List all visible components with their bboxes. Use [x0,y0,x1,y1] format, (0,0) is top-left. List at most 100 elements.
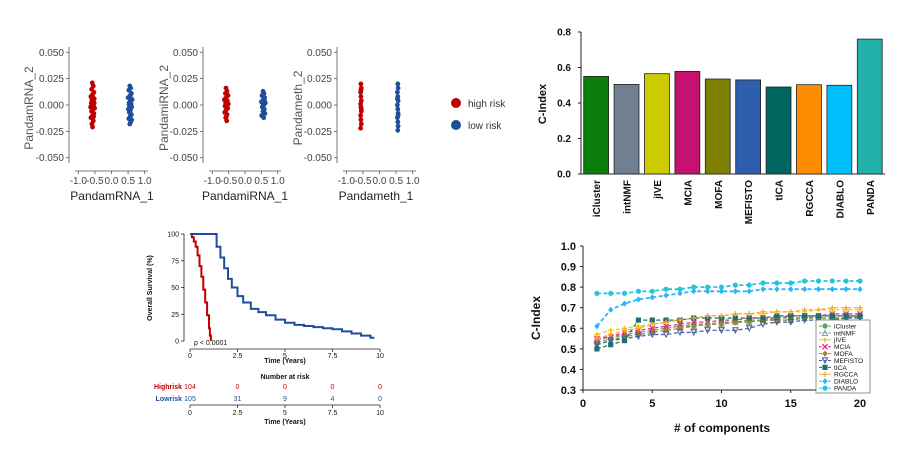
series-point-panda [732,282,739,288]
risk-count: 104 [184,384,196,391]
risk-table-tick-label: 0 [188,410,192,417]
scatter-point [225,101,231,107]
scatter-point [223,114,229,119]
scatter-point [358,117,364,123]
series-point-tica [760,315,766,321]
y-tick-label: 0.0 [557,170,571,181]
series-point-panda [718,284,725,290]
risk-count: 0 [378,396,382,403]
series-point-mofa [788,317,794,324]
series-point-rgcca [705,313,711,319]
scatter-point [395,81,401,87]
series-point-diablo [621,300,628,307]
series-line-panda [596,280,860,295]
scatter-point [395,119,401,125]
series-point-panda [677,286,683,292]
legend-marker-low-risk [451,120,461,130]
y-tick-label: 0.6 [557,63,571,74]
scatter-point [358,106,364,112]
series-point-panda [815,278,822,284]
series-point-rgcca [691,315,697,321]
series-point-diablo [788,286,794,293]
series-point-diablo [732,288,738,295]
scatter-point [90,95,96,100]
kaplan-meier-chart: Overall Survival (%) Time (Years) p < 0.… [147,232,384,427]
series-point-mofa [732,319,738,326]
y-tick-label: 0.000 [39,101,64,112]
y-tick-label: 0.025 [39,74,64,85]
scatter-point [91,114,96,119]
y-tick-label: 0.050 [173,48,198,59]
scatter-panel-pandamrna: PandamRNA_2 PandamRNA_1 -1.0 -0.5 0.0 0.5 1.… [22,47,154,203]
series-point-mcia [649,325,656,332]
legend-label-icluster: iCluster [834,323,857,330]
series-point-diablo [760,286,766,293]
x-tick-label: 7.5 [328,353,338,360]
risk-table-tick-label: 7.5 [328,410,338,417]
bar-mefisto [735,79,762,175]
x-tick-label: RGCCA [805,180,816,217]
legend-marker-jive [822,337,828,343]
series-point-panda [802,278,808,284]
scatter-point [358,87,364,93]
scatter-point [395,89,400,95]
series-point-rgcca [857,305,863,311]
risk-table-title: Number at risk [260,374,309,381]
x-tick-label: MOFA [714,180,725,209]
y-tick-label: 75 [171,258,179,265]
legend-marker-tica [822,364,828,370]
scatter-point [395,102,400,108]
series-point-mefisto [607,337,615,345]
legend-label-mofa: MOFA [834,351,853,358]
series-point-mofa [691,323,697,330]
x-tick-label: 0.0 [105,176,119,187]
x-tick-label: DIABLO [835,180,846,219]
series-point-rgcca [608,331,614,338]
series-point-panda [621,290,628,296]
series-point-rgcca [802,307,808,313]
y-tick-label: 0.8 [557,28,571,39]
series-point-tica [829,313,835,319]
series-point-mefisto [634,333,642,341]
series-point-panda [843,278,849,284]
series-point-diablo [677,290,683,297]
y-tick-label: 100 [167,232,179,239]
x-tick-label: 1.0 [138,176,152,187]
series-point-mefisto [759,321,767,328]
bar-jive [644,73,670,175]
scatter-point [127,121,133,127]
risk-table-tick-label: 5 [283,410,287,417]
legend-label-mefisto: MEFISTO [834,358,863,365]
series-point-tica [746,315,752,321]
series-point-rgcca [677,317,683,323]
bar-tica [765,86,792,175]
series-point-panda [829,278,835,284]
series-point-rgcca [718,313,725,319]
scatter-point [126,87,132,93]
y-tick-label: -0.050 [170,153,199,164]
y-tick-label: -0.025 [304,127,333,138]
series-point-mofa [774,317,780,324]
y-tick-label: -0.025 [36,127,65,138]
series-point-tica [594,346,600,352]
legend-label-low-risk: low risk [468,121,502,132]
series-point-tica [843,313,849,319]
scatter-point [358,125,363,131]
x-tick-label: tICA [775,180,786,201]
legend-label-diablo: DIABLO [834,379,858,386]
x-tick-label: 10 [376,353,384,360]
x-tick-label: MEFISTO [744,180,755,224]
series-point-tica [608,342,614,348]
risk-table-x-label: Time (Years) [264,419,306,426]
bar-intnmf [613,84,640,175]
series-point-diablo [843,286,849,293]
scatter-point [395,113,401,118]
series-point-diablo [594,323,600,330]
series-point-panda [857,278,863,284]
scatter-point [127,105,133,111]
y-tick-label: 0.4 [561,364,577,376]
y-axis-label: C-Index [529,296,543,340]
series-point-panda [635,288,642,294]
legend-marker-icluster [822,323,828,329]
legend-marker-rgcca [822,371,828,377]
